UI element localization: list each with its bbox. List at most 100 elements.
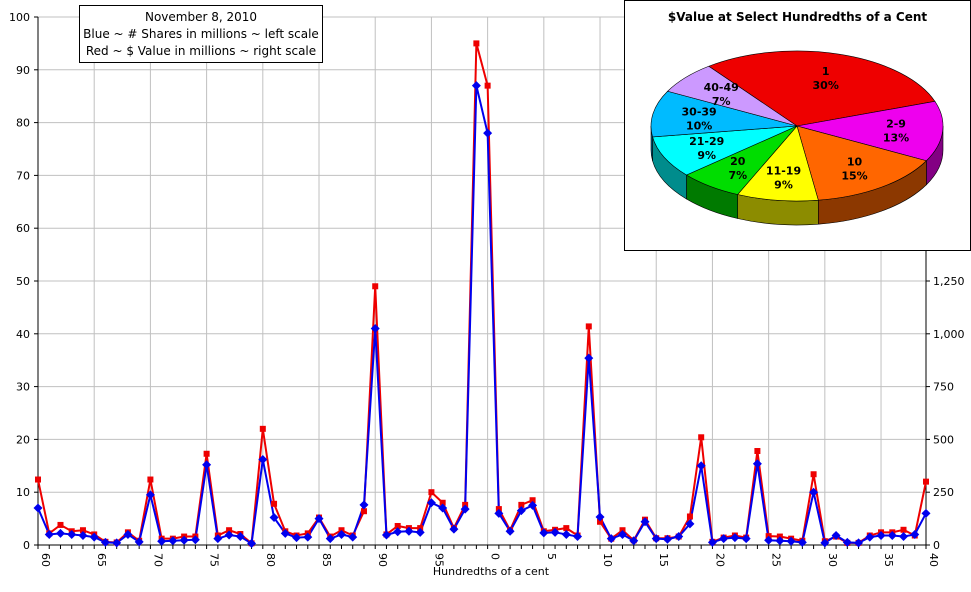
pie-slice-percent: 9%: [697, 149, 716, 162]
blue-series-point: [719, 534, 729, 544]
blue-series-point: [674, 532, 684, 542]
red-series-point: [226, 527, 233, 534]
left-tick-label: 70: [16, 169, 30, 182]
blue-series-point: [820, 538, 830, 548]
blue-series-point: [483, 128, 493, 138]
blue-series-point: [359, 500, 369, 510]
pie-slice-label: 30-39: [682, 105, 717, 118]
pie-slice: [667, 65, 798, 127]
blue-series-point: [292, 533, 302, 543]
blue-series-point: [449, 524, 459, 534]
pie-slice: [650, 90, 798, 138]
blue-series-point: [269, 513, 279, 523]
red-series-point: [35, 476, 41, 483]
x-axis-ticks: 60 65 70 75 80 85 90 95 0 5 10 15 20 25 30 35 40: [37, 545, 940, 567]
blue-series-point: [145, 490, 155, 500]
red-series-point: [372, 283, 379, 290]
pie-slice-percent: 10%: [686, 119, 712, 132]
red-series-point: [698, 434, 705, 441]
blue-series-point: [539, 528, 549, 538]
blue-series-point: [606, 534, 616, 544]
x-tick-label: 95: [432, 553, 445, 567]
blue-series-point: [134, 537, 144, 547]
x-tick-label: 40: [927, 553, 940, 567]
red-series-point: [259, 425, 266, 432]
red-series-point: [484, 82, 491, 89]
red-series-point: [57, 521, 64, 528]
blue-series-point: [528, 500, 538, 510]
blue-series-point: [393, 527, 403, 537]
x-tick-label: 20: [713, 553, 726, 567]
blue-series-point: [561, 529, 571, 539]
pie-slice-label: 20: [730, 155, 746, 168]
pie-slice-label: 11-19: [766, 165, 801, 178]
left-tick-label: 80: [16, 117, 30, 130]
right-tick-label: 1,000: [933, 328, 965, 341]
blue-series-point: [865, 532, 875, 542]
red-series-point: [563, 525, 570, 532]
right-axis-ticks: 0 250 500 750 1,000 1,250: [926, 275, 965, 552]
blue-series-point: [438, 503, 448, 513]
right-tick-label: 500: [933, 433, 954, 446]
blue-series-point: [584, 353, 594, 363]
blue-series-point: [707, 537, 717, 547]
pie-slice-label: 10: [847, 156, 863, 169]
blue-series-point: [303, 532, 313, 542]
blue-series-point: [640, 517, 650, 527]
right-tick-label: 0: [933, 539, 940, 552]
pie-slice-percent: 7%: [712, 95, 731, 108]
pie-slice: [737, 125, 819, 202]
blue-series-point: [842, 537, 852, 547]
pie-slice-label: 2-9: [886, 118, 906, 131]
blue-series-point: [370, 324, 380, 334]
pie-slice: [796, 125, 927, 201]
left-tick-label: 20: [16, 433, 30, 446]
red-series-point: [147, 476, 154, 483]
blue-series-point: [854, 538, 864, 548]
red-series-point: [394, 522, 401, 529]
red-series-point: [271, 500, 278, 507]
blue-series-point: [516, 506, 526, 516]
x-tick-label: 70: [151, 553, 164, 567]
x-tick-label: 10: [601, 553, 614, 567]
blue-series-point: [33, 503, 43, 513]
blue-series-point: [123, 529, 133, 539]
left-tick-label: 0: [23, 539, 30, 552]
x-tick-label: 15: [657, 553, 670, 567]
blue-series-point: [213, 534, 223, 544]
blue-series-point: [247, 538, 257, 548]
blue-series-point: [910, 529, 920, 539]
x-tick-label: 60: [39, 553, 52, 567]
left-tick-label: 10: [16, 486, 30, 499]
blue-series-point: [730, 533, 740, 543]
red-series-point: [360, 508, 367, 515]
blue-series-point: [67, 529, 77, 539]
red-series-point: [473, 40, 480, 47]
red-series-point: [518, 501, 525, 508]
blue-series-point: [573, 532, 583, 542]
blue-series-point: [415, 527, 425, 537]
blue-series-point: [876, 530, 886, 540]
x-tick-label: 80: [264, 553, 277, 567]
chart-annotation-box: November 8, 2010 Blue ~ # Shares in mill…: [79, 5, 323, 63]
blue-series-point: [764, 535, 774, 545]
blue-series-point: [179, 535, 189, 545]
pie-slice: [796, 101, 944, 162]
blue-series-point: [348, 532, 358, 542]
red-series-point: [900, 526, 907, 533]
red-series-point: [529, 497, 536, 504]
x-tick-label: 5: [545, 553, 558, 560]
pie-slice-percent: 9%: [774, 179, 793, 192]
blue-series-point: [595, 512, 605, 522]
annotation-blue-series: Blue ~ # Shares in millions ~ left scale: [83, 27, 319, 41]
x-tick-label: 35: [882, 553, 895, 567]
blue-series-point: [202, 460, 212, 470]
blue-series-point: [258, 454, 268, 464]
pie-slice-percent: 13%: [883, 132, 909, 145]
blue-series-point: [426, 498, 436, 508]
blue-series-point: [404, 526, 414, 536]
red-series-point: [810, 471, 817, 478]
left-tick-label: 90: [16, 64, 30, 77]
red-series-point: [597, 518, 604, 525]
x-tick-label: 75: [208, 553, 221, 567]
